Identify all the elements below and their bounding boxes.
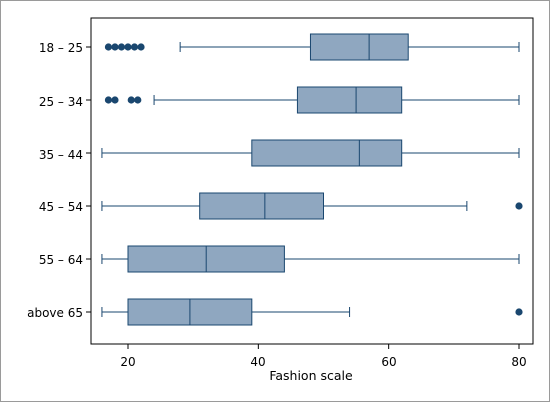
iqr-box [296, 86, 403, 114]
x-tick-label: 80 [511, 355, 526, 369]
category-label: above 65 [27, 306, 83, 320]
x-tick-label: 40 [250, 355, 265, 369]
outlier-point [117, 43, 126, 51]
plot-area-border [90, 17, 534, 345]
box-marks [101, 33, 523, 326]
outlier-point [104, 43, 113, 51]
box-group [101, 139, 520, 167]
outlier-point [111, 43, 119, 51]
outlier-point [104, 96, 113, 104]
box-group [104, 86, 520, 114]
outlier-point [515, 202, 523, 210]
box-group [101, 192, 523, 220]
x-tick-label: 60 [381, 355, 396, 369]
category-label: 45 – 54 [39, 200, 83, 214]
category-label: 55 – 64 [39, 253, 83, 267]
x-tick-label: 20 [120, 355, 135, 369]
iqr-box [199, 192, 324, 220]
iqr-box [251, 139, 403, 167]
box-group [101, 245, 520, 273]
category-label: 35 – 44 [39, 148, 83, 162]
x-axis-title: Fashion scale [269, 368, 353, 383]
outlier-point [130, 43, 139, 51]
outlier-point [127, 96, 135, 104]
outlier-point [137, 43, 145, 51]
category-labels: 18 – 25 25 – 34 35 – 44 45 – 54 55 – 64 … [27, 41, 83, 320]
box-group [101, 298, 523, 326]
outlier-point [515, 308, 523, 316]
outlier-point [111, 96, 119, 104]
iqr-box [309, 33, 409, 61]
category-label: 18 – 25 [39, 41, 83, 55]
box-group [104, 33, 520, 61]
x-tick-labels: 20 40 60 80 [120, 355, 526, 369]
outlier-point [134, 96, 142, 104]
category-label: 25 – 34 [39, 95, 83, 109]
outlier-point [124, 43, 132, 51]
